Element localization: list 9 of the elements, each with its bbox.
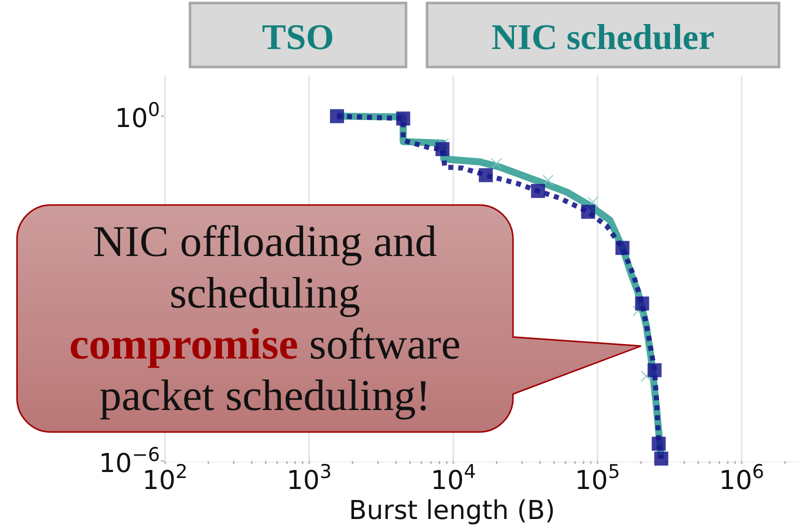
x-tick-label: 10$^{6}$ (719, 461, 764, 496)
x-tick-label: 10$^{3}$ (286, 461, 332, 496)
x-tick-label: 10$^{4}$ (430, 461, 476, 496)
text: NIC scheduler (492, 17, 715, 57)
text: TSO (262, 17, 334, 57)
text: NIC offloading and scheduling compromise software packet scheduling! (69, 217, 461, 420)
y-tick-label: 10$^{0}$ (114, 99, 160, 134)
x-tick-label: 10$^{5}$ (574, 461, 620, 496)
x-axis-title: Burst length (B) (348, 496, 556, 526)
